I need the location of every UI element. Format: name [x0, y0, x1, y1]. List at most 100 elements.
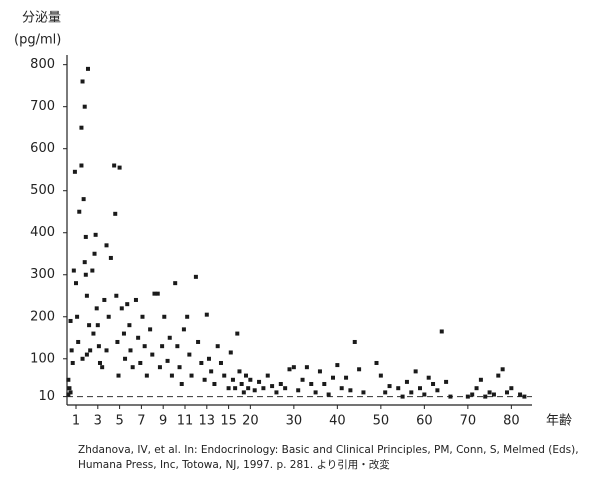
- point: [246, 386, 251, 391]
- y-tick-label: 300: [30, 267, 55, 282]
- point: [82, 260, 87, 265]
- point: [361, 390, 366, 395]
- point: [82, 104, 87, 109]
- point: [244, 373, 248, 378]
- point: [196, 339, 201, 344]
- point: [167, 335, 172, 340]
- point: [79, 163, 84, 168]
- point: [104, 243, 109, 248]
- x-tick-label: 70: [460, 414, 477, 429]
- point: [133, 297, 138, 302]
- x-tick-label: 3: [94, 414, 102, 429]
- point: [97, 360, 102, 365]
- point: [140, 314, 145, 319]
- point: [123, 356, 128, 361]
- point: [193, 274, 198, 279]
- x-tick-label: 9: [159, 414, 167, 429]
- point: [202, 377, 207, 382]
- point: [117, 165, 122, 170]
- point: [283, 386, 288, 391]
- point: [352, 339, 357, 344]
- point: [509, 386, 514, 391]
- point: [374, 360, 379, 365]
- point: [150, 352, 155, 357]
- point: [88, 348, 93, 353]
- point: [491, 392, 496, 397]
- point: [383, 390, 388, 395]
- point: [413, 369, 418, 374]
- point: [257, 379, 262, 384]
- point: [199, 360, 204, 365]
- point: [77, 209, 82, 214]
- point: [106, 314, 111, 319]
- point: [300, 377, 305, 382]
- point: [84, 352, 89, 357]
- point: [404, 379, 409, 384]
- point: [96, 344, 101, 349]
- point: [487, 390, 492, 395]
- point: [518, 392, 523, 397]
- point: [189, 373, 194, 378]
- point: [66, 377, 71, 382]
- point: [87, 323, 92, 328]
- point: [215, 344, 220, 349]
- point: [409, 390, 414, 395]
- point: [226, 386, 231, 391]
- point: [85, 66, 90, 71]
- point: [222, 373, 227, 378]
- point: [400, 394, 405, 399]
- point: [80, 79, 85, 84]
- y-tick-label: 600: [30, 141, 55, 156]
- point: [278, 381, 283, 386]
- point: [496, 373, 501, 378]
- point: [142, 344, 147, 349]
- point: [233, 386, 238, 391]
- y-tick-label: 800: [30, 57, 55, 72]
- point: [304, 365, 309, 370]
- point: [169, 373, 174, 378]
- point: [121, 331, 126, 336]
- point: [115, 339, 120, 344]
- point: [116, 373, 121, 378]
- point: [155, 291, 160, 296]
- point: [181, 327, 186, 332]
- y-tick-label: 10: [38, 389, 55, 404]
- point: [252, 388, 257, 393]
- point: [74, 281, 78, 286]
- point: [157, 365, 162, 370]
- point: [187, 352, 192, 357]
- point: [444, 379, 449, 384]
- point: [69, 348, 74, 353]
- point: [127, 323, 132, 328]
- point: [396, 386, 401, 391]
- point: [426, 375, 431, 380]
- point: [248, 377, 253, 382]
- point: [206, 356, 211, 361]
- point: [136, 335, 141, 340]
- point: [291, 365, 296, 370]
- point: [92, 251, 97, 256]
- point: [500, 367, 505, 372]
- point: [435, 388, 440, 393]
- point: [313, 390, 318, 395]
- point: [83, 234, 88, 239]
- point: [235, 331, 240, 336]
- y-tick-label: 400: [30, 225, 55, 240]
- point: [125, 302, 130, 307]
- point: [378, 373, 383, 378]
- point: [270, 384, 275, 389]
- point: [230, 377, 235, 382]
- point: [322, 381, 327, 386]
- y-axis-label: 分泌量: [22, 11, 61, 26]
- point: [68, 390, 73, 395]
- point: [261, 386, 266, 391]
- point: [80, 356, 85, 361]
- point: [331, 375, 335, 380]
- x-tick-label: 11: [177, 414, 194, 429]
- point: [265, 373, 270, 378]
- point: [439, 329, 444, 334]
- x-tick-label: 7: [137, 414, 145, 429]
- x-tick-label: 40: [329, 414, 346, 429]
- point: [228, 350, 233, 355]
- point: [478, 377, 483, 382]
